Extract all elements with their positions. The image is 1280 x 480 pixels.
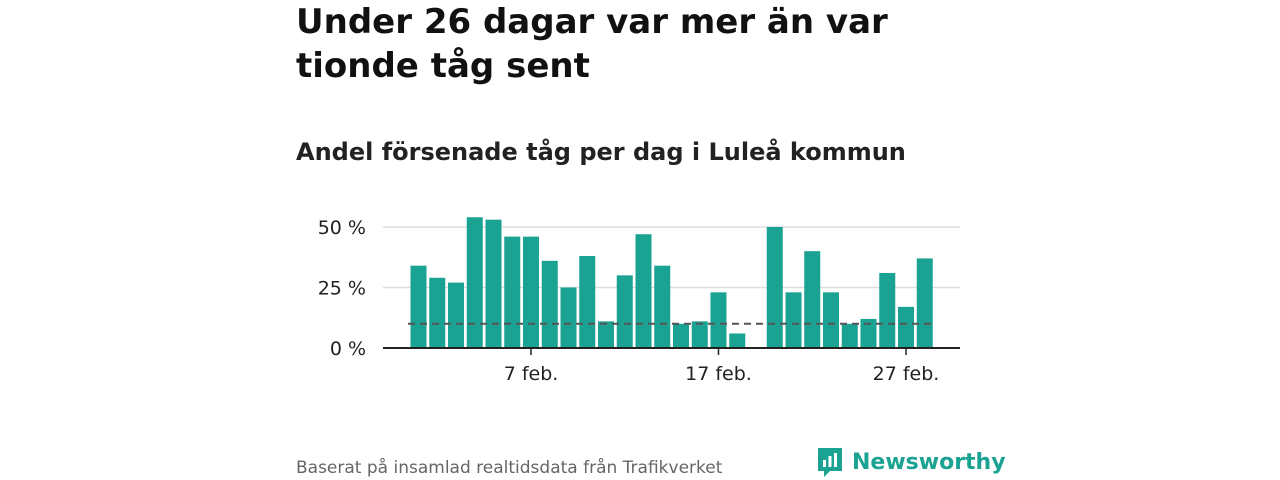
y-tick-label: 50 %	[318, 217, 366, 239]
bar	[448, 282, 464, 348]
chart-title: Under 26 dagar var mer än var tionde tåg…	[296, 2, 888, 86]
x-tick-label: 27 feb.	[873, 363, 940, 385]
bar	[410, 265, 427, 348]
newsworthy-logo-icon	[818, 448, 842, 477]
bar	[710, 292, 727, 348]
bar	[841, 323, 858, 348]
bar	[823, 292, 839, 348]
bar-chart: 0 % 25 % 50 % 7 feb. 17 feb. 27 feb.	[318, 217, 960, 385]
source-note: Baserat på insamlad realtidsdata från Tr…	[296, 458, 723, 478]
bar	[523, 236, 539, 348]
bar	[860, 318, 877, 348]
bar	[579, 256, 596, 348]
bar	[898, 306, 914, 348]
bar	[654, 265, 671, 348]
bar	[673, 323, 689, 348]
bar	[598, 321, 614, 348]
bar	[466, 217, 483, 348]
bar	[616, 275, 633, 348]
y-tick-label: 0 %	[330, 338, 366, 360]
bar	[785, 292, 802, 348]
bar	[766, 226, 783, 348]
bar	[560, 287, 577, 348]
y-tick-label: 25 %	[318, 277, 366, 299]
x-tick-label: 7 feb.	[504, 363, 559, 385]
bar	[504, 236, 521, 348]
bar	[485, 219, 502, 348]
brand: Newsworthy	[816, 446, 1006, 478]
bar	[691, 321, 708, 348]
chart-subtitle: Andel försenade tåg per dag i Luleå komm…	[296, 138, 906, 166]
bar	[804, 251, 821, 348]
bar	[879, 272, 896, 348]
brand-name: Newsworthy	[852, 449, 1006, 475]
bar	[916, 258, 933, 348]
bar	[429, 277, 446, 348]
x-tick-label: 17 feb.	[685, 363, 752, 385]
bar	[729, 333, 746, 348]
bar	[541, 260, 558, 348]
bar	[635, 234, 652, 348]
